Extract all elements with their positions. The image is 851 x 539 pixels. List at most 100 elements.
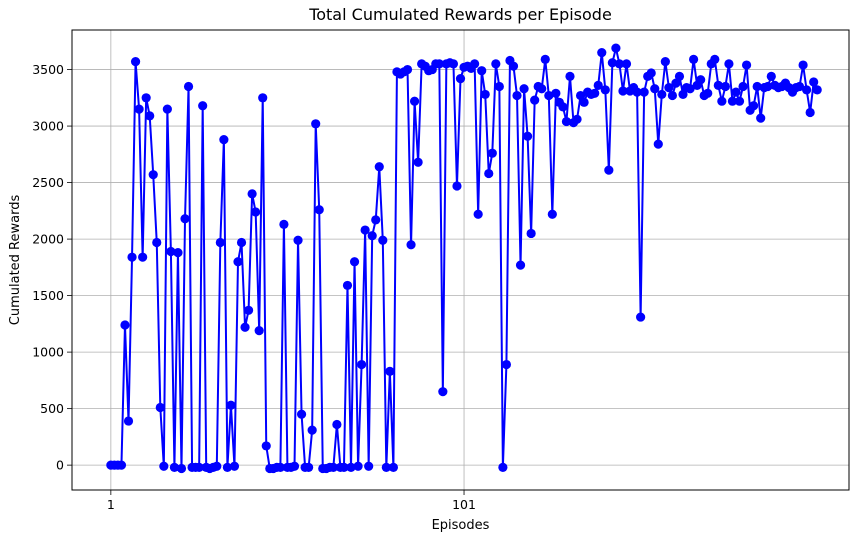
data-point <box>159 461 169 471</box>
data-point <box>328 462 338 472</box>
y-tick-label: 2000 <box>32 232 64 247</box>
data-point <box>575 90 586 101</box>
y-tick-label: 2500 <box>32 175 64 190</box>
data-point <box>660 57 670 67</box>
data-point <box>724 59 734 69</box>
data-point <box>120 320 130 330</box>
data-point <box>530 95 540 105</box>
data-point <box>261 441 271 451</box>
data-point <box>540 54 550 64</box>
data-point <box>332 419 342 430</box>
data-point <box>304 462 314 472</box>
data-point <box>565 71 575 81</box>
data-point <box>600 85 610 95</box>
data-point <box>632 87 642 97</box>
data-point <box>657 89 667 100</box>
data-point <box>307 425 317 435</box>
data-point <box>342 280 353 291</box>
data-point <box>360 225 370 235</box>
data-point <box>477 66 487 76</box>
x-tick-label: 101 <box>452 497 476 512</box>
data-point <box>349 257 360 267</box>
y-axis-label: Cumulated Rewards <box>8 195 23 326</box>
data-point <box>607 58 617 68</box>
data-point <box>176 463 187 474</box>
data-point <box>614 59 625 69</box>
data-point <box>484 168 494 179</box>
data-point <box>812 85 822 95</box>
data-point <box>243 305 254 315</box>
chart-title: Total Cumulated Rewards per Episode <box>308 5 612 24</box>
data-point <box>766 71 776 81</box>
data-point <box>636 312 646 322</box>
data-point <box>738 81 748 92</box>
data-point <box>353 461 363 471</box>
data-point <box>367 231 377 241</box>
data-point <box>671 78 681 88</box>
data-point <box>402 64 413 75</box>
data-point <box>794 81 805 92</box>
data-point <box>802 85 812 95</box>
data-point <box>519 84 529 94</box>
data-point <box>229 461 240 471</box>
data-point <box>251 207 261 217</box>
data-point <box>371 215 381 225</box>
data-point <box>689 54 699 64</box>
data-point <box>254 326 264 336</box>
data-point <box>123 416 134 426</box>
data-point <box>438 387 448 397</box>
data-point <box>650 84 660 94</box>
data-point <box>240 322 250 332</box>
data-point <box>752 81 762 92</box>
data-point <box>448 59 459 69</box>
data-point <box>558 102 568 112</box>
data-point <box>572 114 582 124</box>
data-point <box>526 228 536 239</box>
data-point <box>116 460 127 470</box>
data-point <box>222 462 232 472</box>
data-point <box>763 81 773 92</box>
data-point <box>473 209 483 219</box>
data-point <box>551 88 561 98</box>
data-point <box>275 462 285 472</box>
data-point <box>127 252 137 262</box>
data-point <box>233 257 243 267</box>
data-point <box>618 86 628 96</box>
data-point <box>491 59 501 69</box>
data-point <box>646 68 656 78</box>
data-point <box>653 139 663 149</box>
data-point <box>590 88 600 98</box>
x-axis-label: Episodes <box>432 518 490 533</box>
data-point <box>685 84 695 94</box>
data-point <box>381 462 391 472</box>
data-point <box>130 57 141 67</box>
data-point <box>487 148 497 158</box>
data-point <box>357 359 367 370</box>
data-point <box>173 248 183 258</box>
data-point <box>314 205 324 215</box>
data-point <box>289 461 300 471</box>
data-point <box>741 60 752 70</box>
data-point <box>717 96 727 106</box>
data-point <box>727 96 738 106</box>
data-point <box>279 219 289 229</box>
data-point <box>674 71 685 81</box>
data-point <box>364 461 374 471</box>
data-point <box>713 80 723 90</box>
data-point <box>547 209 557 219</box>
data-point <box>152 237 162 248</box>
data-point <box>544 90 554 101</box>
y-tick-label: 1000 <box>32 345 64 360</box>
data-point <box>180 214 190 224</box>
data-point <box>639 87 649 97</box>
y-tick-label: 500 <box>40 401 64 416</box>
data-point <box>413 157 423 167</box>
data-point <box>756 113 766 123</box>
data-point <box>667 90 678 101</box>
data-point <box>494 81 504 92</box>
data-point <box>166 246 176 257</box>
data-point <box>621 59 632 69</box>
y-tick-label: 3000 <box>32 119 64 134</box>
